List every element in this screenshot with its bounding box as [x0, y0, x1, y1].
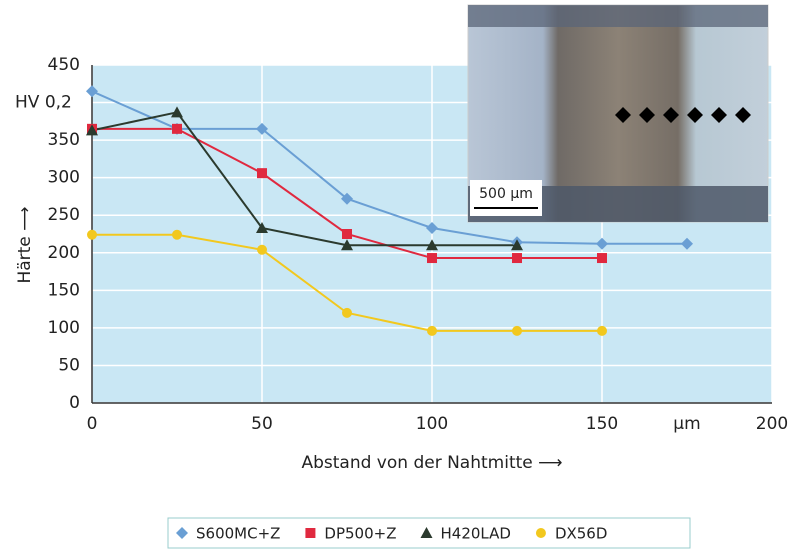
marker [427, 253, 437, 264]
legend-label: DX56D [555, 525, 607, 543]
marker [512, 253, 522, 264]
x-axis-label: Abstand von der Nahtmitte ⟶ [301, 453, 562, 473]
marker [256, 122, 268, 135]
marker [305, 528, 316, 538]
y-tick-label: 350 [48, 130, 80, 150]
marker [426, 239, 438, 251]
marker [511, 239, 523, 251]
marker [420, 527, 433, 538]
legend-label: H420LAD [441, 525, 511, 543]
y-tick-label: 450 [48, 55, 80, 75]
series-line [91, 111, 517, 247]
marker [86, 85, 98, 98]
y-tick-label: 100 [48, 318, 80, 338]
legend-label: S600MC+Z [196, 525, 280, 543]
y-tick-label: HV 0,2 [15, 93, 72, 113]
marker [596, 237, 608, 250]
marker [426, 221, 438, 234]
y-tick-label: 250 [48, 205, 80, 225]
marker [427, 325, 437, 336]
marker [171, 106, 183, 118]
marker [681, 237, 693, 250]
x-tick-label: 150 [586, 414, 618, 434]
marker [172, 123, 182, 134]
y-axis-label: Härte ⟶ [15, 206, 35, 283]
marker [535, 528, 546, 538]
series-line [91, 90, 687, 245]
marker [257, 244, 267, 255]
y-tick-label: 150 [48, 280, 80, 300]
legend-label: DP500+Z [324, 525, 396, 543]
marker [256, 221, 268, 233]
marker [86, 124, 98, 136]
y-tick-label: 200 [48, 243, 80, 263]
y-tick-label: 0 [69, 393, 80, 413]
marker [87, 229, 97, 240]
y-tick-label: 50 [58, 355, 80, 375]
marker [341, 239, 353, 251]
marker [597, 253, 607, 264]
marker [342, 229, 352, 239]
y-tick-label: 300 [48, 168, 80, 188]
inset-scale-label: 500 µm [479, 186, 533, 202]
x-tick-label: 100 [416, 414, 448, 434]
x-tick-label: 50 [251, 414, 273, 434]
marker [176, 527, 188, 539]
marker [257, 168, 267, 179]
marker [342, 307, 352, 318]
marker [172, 229, 182, 240]
x-tick-label: µm [673, 414, 700, 434]
x-tick-label: 0 [87, 414, 98, 434]
x-tick-label: 200 [756, 414, 788, 434]
marker [341, 192, 353, 205]
inset-photo: 500 µm [467, 4, 769, 223]
marker [512, 325, 522, 336]
marker [597, 325, 607, 336]
